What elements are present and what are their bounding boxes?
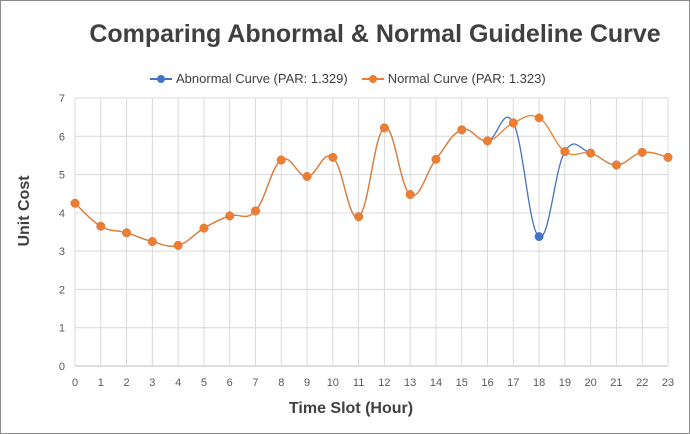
y-tick-label: 5 bbox=[59, 170, 65, 182]
y-tick-label: 0 bbox=[59, 361, 65, 373]
x-tick-label: 6 bbox=[227, 377, 233, 389]
x-tick-label: 7 bbox=[252, 377, 258, 389]
data-point-series-0 bbox=[534, 232, 544, 242]
y-tick-label: 3 bbox=[59, 246, 65, 258]
data-point-series-1 bbox=[637, 147, 647, 157]
x-tick-label: 20 bbox=[585, 377, 597, 389]
legend-item-normal: Normal Curve (PAR: 1.323) bbox=[361, 71, 546, 86]
x-tick-label: 8 bbox=[278, 377, 284, 389]
x-tick-label: 15 bbox=[456, 377, 468, 389]
x-tick-label: 13 bbox=[404, 377, 416, 389]
x-tick-label: 10 bbox=[327, 377, 339, 389]
legend-label-abnormal: Abnormal Curve (PAR: 1.329) bbox=[176, 71, 348, 86]
x-tick-label: 21 bbox=[610, 377, 622, 389]
x-tick-label: 5 bbox=[201, 377, 207, 389]
data-point-series-1 bbox=[405, 190, 415, 199]
legend-swatch-normal bbox=[361, 74, 384, 84]
x-tick-label: 9 bbox=[304, 377, 310, 389]
data-point-series-1 bbox=[354, 212, 364, 222]
x-tick-label: 3 bbox=[149, 377, 155, 389]
data-point-series-1 bbox=[508, 118, 518, 128]
data-point-series-1 bbox=[276, 155, 286, 165]
data-point-series-1 bbox=[483, 136, 492, 146]
x-tick-label: 1 bbox=[98, 377, 104, 389]
legend-label-normal: Normal Curve (PAR: 1.323) bbox=[387, 71, 546, 86]
data-point-series-1 bbox=[663, 152, 673, 162]
y-tick-label: 2 bbox=[59, 284, 65, 296]
legend-swatch-abnormal bbox=[150, 74, 172, 84]
chart-title: Comparing Abnormal & Normal Guideline Cu… bbox=[89, 20, 661, 48]
x-axis-label: Time Slot (Hour) bbox=[288, 400, 414, 417]
data-point-series-1 bbox=[147, 237, 157, 247]
legend: Abnormal Curve (PAR: 1.329) Normal Curve… bbox=[150, 71, 560, 86]
y-tick-label: 7 bbox=[59, 93, 65, 105]
data-point-series-1 bbox=[457, 125, 467, 135]
data-point-series-1 bbox=[586, 148, 596, 158]
x-tick-label: 2 bbox=[124, 377, 130, 389]
x-tick-label: 16 bbox=[481, 377, 493, 389]
x-tick-label: 17 bbox=[507, 377, 519, 389]
data-point-series-1 bbox=[251, 206, 260, 216]
data-point-series-1 bbox=[431, 154, 441, 164]
x-tick-label: 12 bbox=[378, 377, 390, 389]
data-point-series-1 bbox=[199, 223, 209, 233]
y-tick-label: 4 bbox=[59, 208, 65, 220]
x-tick-label: 0 bbox=[72, 377, 78, 389]
y-tick-label: 6 bbox=[59, 131, 65, 143]
x-tick-label: 22 bbox=[636, 377, 648, 389]
data-point-series-1 bbox=[225, 211, 235, 221]
data-point-series-1 bbox=[173, 240, 183, 250]
data-point-series-1 bbox=[122, 228, 132, 238]
data-point-series-1 bbox=[328, 152, 338, 162]
series-line-1 bbox=[74, 114, 669, 247]
data-point-series-1 bbox=[70, 198, 80, 208]
legend-item-abnormal: Abnormal Curve (PAR: 1.329) bbox=[150, 71, 348, 86]
x-tick-label: 11 bbox=[353, 377, 364, 389]
data-point-series-1 bbox=[96, 221, 106, 231]
data-point-series-1 bbox=[534, 113, 544, 123]
x-tick-label: 14 bbox=[430, 377, 442, 389]
y-tick-label: 1 bbox=[59, 323, 65, 335]
data-point-series-1 bbox=[560, 147, 570, 157]
x-tick-label: 18 bbox=[533, 377, 545, 389]
data-point-series-1 bbox=[302, 172, 312, 181]
x-tick-label: 19 bbox=[559, 377, 571, 389]
x-tick-label: 23 bbox=[662, 377, 674, 389]
data-point-series-1 bbox=[611, 160, 621, 170]
x-tick-label: 4 bbox=[175, 377, 181, 389]
data-point-series-1 bbox=[379, 123, 389, 133]
